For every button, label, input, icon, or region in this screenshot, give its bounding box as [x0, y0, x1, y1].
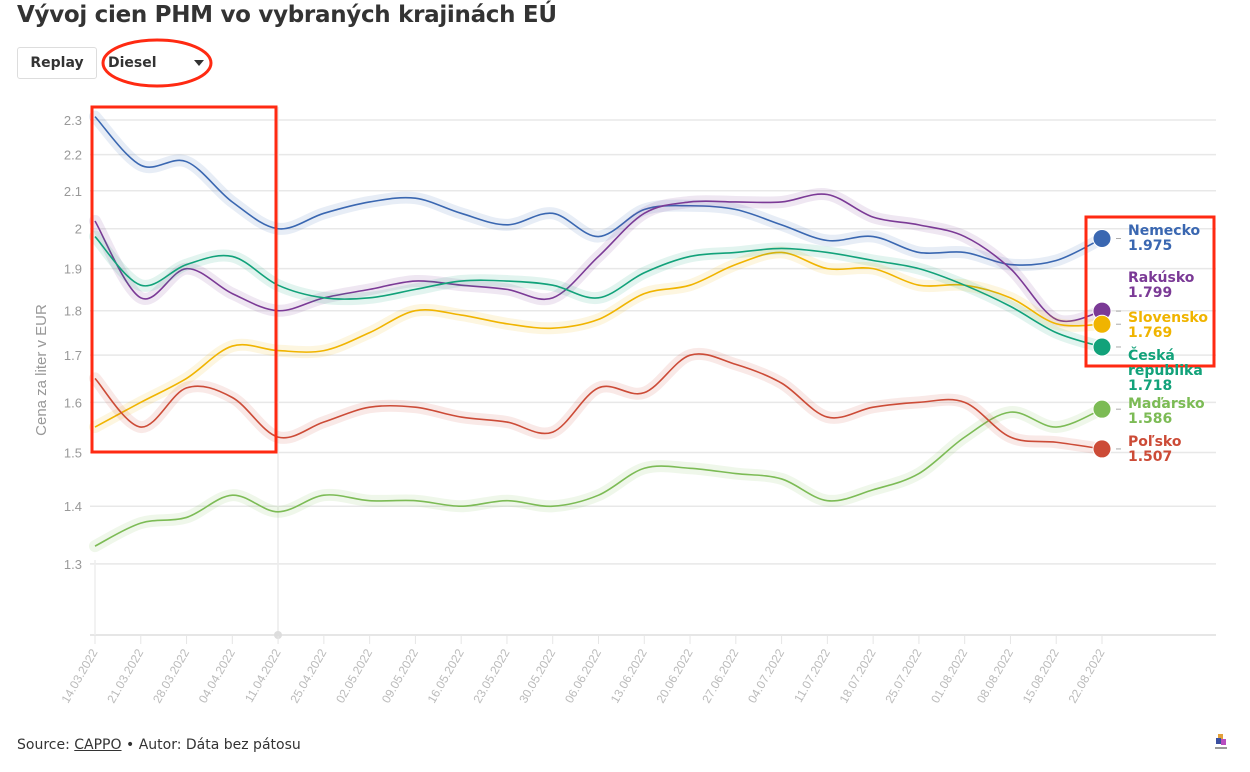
fuel-type-dropdown[interactable]: Diesel [108, 47, 208, 79]
x-tick-label: 28.03.2022 [150, 646, 192, 705]
caret-down-icon [194, 60, 204, 66]
x-tick-label: 04.07.2022 [745, 646, 787, 705]
series-name: Slovensko [1128, 310, 1208, 326]
y-tick-label: 1.3 [64, 557, 82, 572]
x-tick-label: 25.07.2022 [882, 646, 924, 705]
source-link[interactable]: CAPPO [74, 737, 122, 753]
series-last-value: 1.975 [1128, 238, 1173, 254]
series-last-value: 1.799 [1128, 285, 1173, 301]
x-tick-label: 20.06.2022 [653, 646, 695, 705]
x-tick-label: 15.08.2022 [1020, 646, 1062, 705]
x-tick-label: 08.08.2022 [974, 646, 1016, 705]
series-last-value: 1.718 [1128, 378, 1173, 394]
series-last-value: 1.769 [1128, 325, 1173, 341]
y-tick-label: 1.6 [64, 395, 82, 410]
series-line [94, 193, 1103, 323]
y-tick-label: 2 [75, 222, 82, 237]
x-tick-label: 30.05.2022 [516, 646, 558, 705]
crosshair-marker [274, 631, 282, 639]
y-tick-label: 1.8 [64, 304, 82, 319]
series-line [94, 116, 1103, 266]
annotation-ellipse [101, 38, 213, 88]
y-tick-label: 1.9 [64, 262, 82, 277]
y-axis-title: Cena za liter v EUR [33, 304, 50, 436]
series-line [94, 353, 1103, 450]
series-label: Slovensko 1.769 [1128, 311, 1208, 341]
series-end-dot [1092, 337, 1112, 357]
y-tick-label: 1.5 [64, 446, 82, 461]
x-tick-label: 04.04.2022 [196, 646, 238, 705]
chart-title: Vývoj cien PHM vo vybraných krajinách EÚ [17, 2, 557, 28]
series-halo [89, 347, 1108, 455]
series-label: Maďarsko 1.586 [1128, 397, 1208, 427]
series-last-value: 1.586 [1128, 411, 1173, 427]
x-tick-label: 11.04.2022 [242, 646, 284, 705]
series-end-dot [1092, 314, 1112, 334]
x-tick-label: 11.07.2022 [791, 646, 833, 705]
series-name: Česká republika [1128, 348, 1203, 379]
series-line [94, 408, 1103, 547]
series-line [94, 236, 1103, 348]
y-tick-label: 2.1 [64, 184, 82, 199]
x-tick-label: 25.04.2022 [287, 646, 329, 705]
series-end-dot [1092, 229, 1112, 249]
annotation-box-right [1084, 215, 1216, 368]
series-end-dot [1092, 399, 1112, 419]
x-tick-label: 16.05.2022 [425, 646, 467, 705]
x-tick-label: 27.06.2022 [699, 646, 741, 705]
brand-logo-icon [1215, 734, 1227, 749]
x-tick-label: 02.05.2022 [333, 646, 375, 705]
series-end-dot [1092, 439, 1112, 459]
series-line [94, 251, 1103, 428]
series-label: Rakúsko 1.799 [1128, 271, 1208, 301]
x-tick-label: 23.05.2022 [470, 646, 512, 705]
source-label: Source: [17, 737, 70, 753]
y-tick-label: 1.7 [64, 348, 82, 363]
y-tick-label: 2.2 [64, 148, 82, 163]
x-tick-label: 21.03.2022 [104, 646, 146, 705]
series-label: Česká republika 1.718 [1128, 349, 1208, 394]
replay-button[interactable]: Replay [17, 47, 97, 79]
separator: • [125, 737, 135, 753]
x-tick-label: 18.07.2022 [837, 646, 879, 705]
series-name: Nemecko [1128, 223, 1201, 239]
y-tick-label: 2.3 [64, 113, 82, 128]
series-name: Maďarsko [1128, 396, 1205, 412]
x-tick-label: 09.05.2022 [379, 646, 421, 705]
series-name: Poľsko [1128, 434, 1182, 450]
annotation-box-left [90, 105, 278, 454]
x-tick-label: 13.06.2022 [608, 646, 650, 705]
series-label: Nemecko 1.975 [1128, 224, 1208, 254]
x-tick-label: 22.08.2022 [1065, 646, 1107, 705]
x-tick-label: 06.06.2022 [562, 646, 604, 705]
x-tick-label: 14.03.2022 [58, 646, 100, 705]
fuel-type-value: Diesel [108, 55, 157, 71]
y-tick-label: 1.4 [64, 499, 82, 514]
author-credit: Autor: Dáta bez pátosu [138, 737, 301, 753]
series-last-value: 1.507 [1128, 449, 1173, 465]
series-halo [89, 403, 1108, 553]
series-label: Poľsko 1.507 [1128, 435, 1208, 465]
x-tick-label: 01.08.2022 [928, 646, 970, 705]
series-name: Rakúsko [1128, 270, 1195, 286]
footer-credits: Source: CAPPO • Autor: Dáta bez pátosu [17, 737, 301, 753]
